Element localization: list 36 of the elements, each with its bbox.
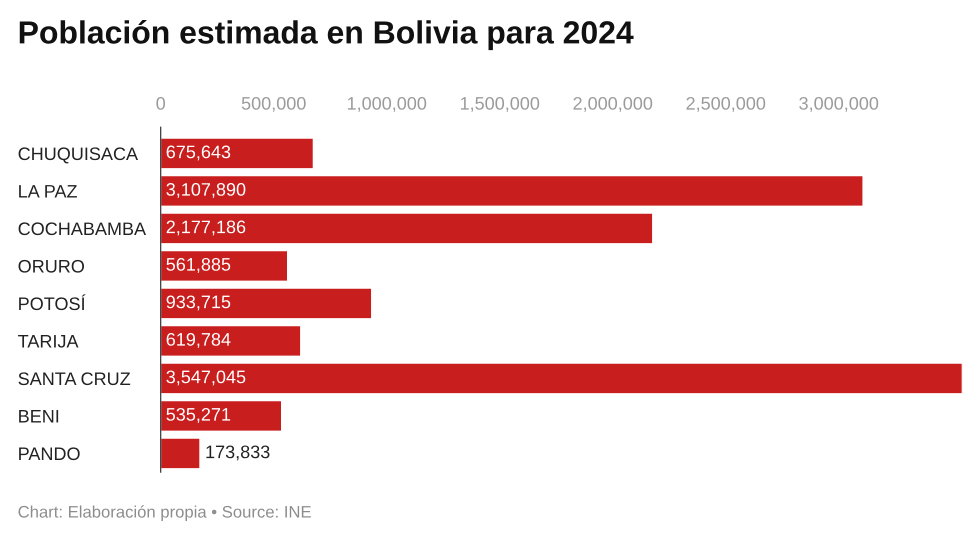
y-tick-label: PANDO (19, 447, 80, 460)
x-tick-label: 1,000,000 (348, 96, 426, 112)
x-tick-label: 2,000,000 (573, 96, 652, 112)
y-tick-label: SANTA CRUZ (18, 372, 130, 386)
x-tick-label: 0 (156, 96, 166, 110)
data-label: 675,643 (166, 146, 230, 160)
bar (160, 137, 314, 170)
data-label: 561,885 (166, 258, 230, 273)
bar (160, 174, 864, 208)
bar (160, 362, 962, 394)
data-label: 933,715 (166, 295, 230, 310)
x-tick-label: 500,000 (242, 96, 306, 112)
x-tick-label: 2,500,000 (686, 96, 766, 112)
data-label: 535,271 (166, 408, 230, 423)
y-tick-label: COCHABAMBA (18, 222, 146, 236)
data-label: 2,177,186 (166, 220, 246, 236)
bar (160, 250, 288, 282)
bar (160, 212, 654, 245)
text: Chart: Elaboración propia • Source: INE (18, 505, 311, 521)
y-tick-label: BENI (19, 410, 58, 422)
chart-title: Población estimada en Bolivia para 2024 (20, 20, 634, 50)
bar (160, 400, 282, 432)
data-label: 3,107,890 (166, 183, 246, 198)
data-label: 619,784 (166, 332, 230, 348)
y-tick-label: POTOSÍ (19, 294, 86, 310)
y-tick-label: ORURO (18, 260, 84, 273)
bar (160, 437, 201, 470)
x-tick-label: 3,000,000 (799, 96, 878, 112)
bar (160, 287, 372, 320)
x-tick-label: 1,500,000 (460, 96, 540, 112)
y-tick-label: CHUQUISACA (18, 147, 138, 164)
bar (160, 324, 302, 357)
y-tick-label: LA PAZ (19, 185, 77, 198)
data-label: 3,547,045 (166, 370, 246, 386)
y-tick-label: TARIJA (18, 335, 78, 348)
data-label: 173,833 (206, 445, 270, 460)
